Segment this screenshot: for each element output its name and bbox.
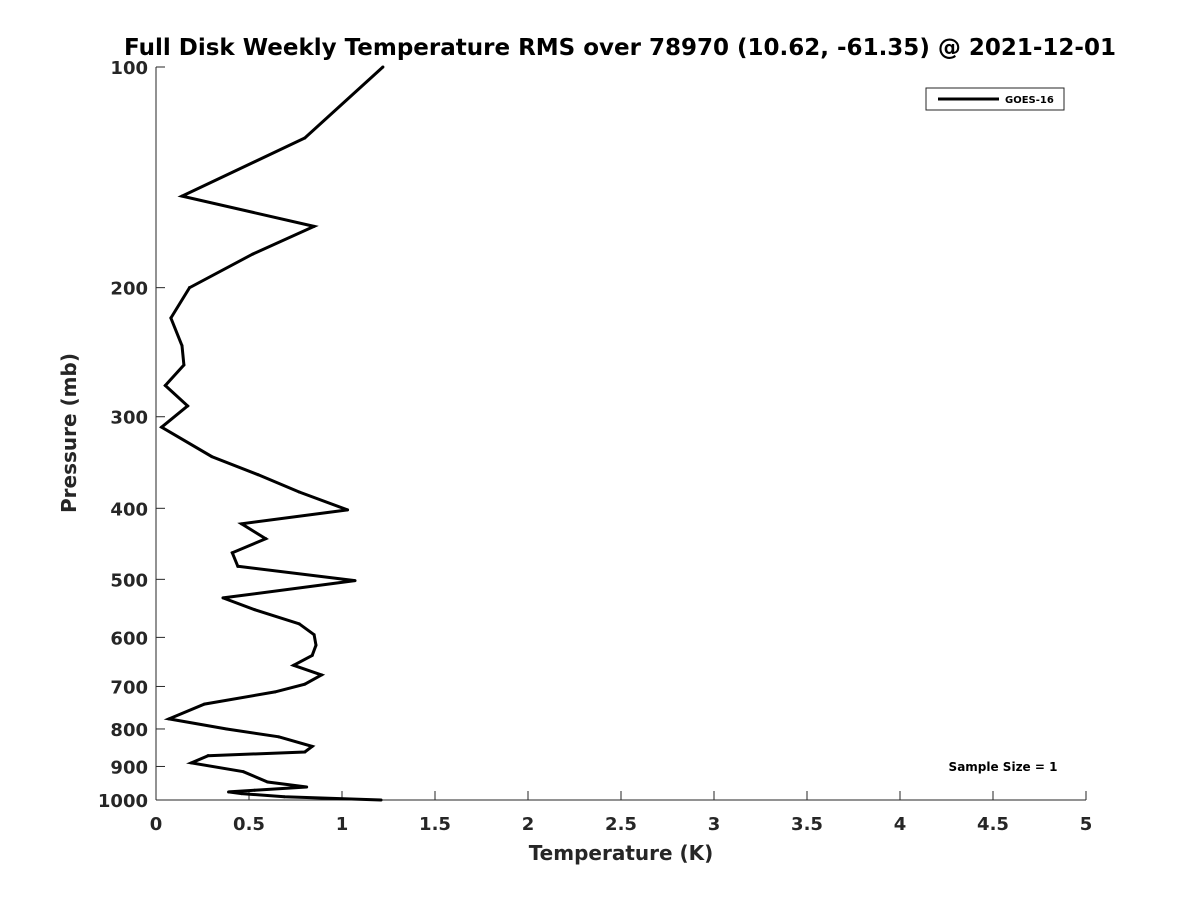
data-point	[180, 344, 184, 348]
data-point	[379, 798, 383, 802]
x-tick-label: 3.5	[791, 814, 823, 835]
x-tick-label: 4	[894, 814, 907, 835]
data-point	[240, 522, 244, 526]
data-point	[310, 744, 314, 748]
chart-title: Full Disk Weekly Temperature RMS over 78…	[124, 35, 1116, 61]
x-tick-label: 1.5	[419, 814, 451, 835]
y-tick-label: 900	[110, 757, 148, 778]
data-point	[282, 795, 286, 799]
y-axis-label: Pressure (mb)	[57, 353, 81, 513]
legend-label: GOES-16	[1005, 95, 1054, 106]
data-point	[305, 785, 309, 789]
data-point	[266, 780, 270, 784]
data-point	[292, 663, 296, 667]
data-point	[187, 286, 191, 290]
y-tick-label: 500	[110, 570, 148, 591]
data-point	[202, 702, 206, 706]
data-point	[182, 363, 186, 367]
data-point	[273, 690, 277, 694]
data-point	[210, 455, 214, 459]
data-point	[303, 136, 307, 140]
data-point	[310, 653, 314, 657]
series-points	[160, 65, 385, 802]
data-point	[240, 792, 244, 796]
data-point	[253, 788, 257, 792]
data-point	[221, 596, 225, 600]
y-tick-label: 1000	[98, 791, 148, 812]
x-ticks: 0 0.5 1 1.5 2 2.5 3 3.5 4 4.5 5	[150, 791, 1093, 835]
data-point	[227, 790, 231, 794]
data-point	[236, 564, 240, 568]
data-point	[303, 750, 307, 754]
axes	[155, 67, 1086, 801]
data-point	[312, 633, 316, 637]
x-tick-label: 0.5	[233, 814, 265, 835]
data-point	[225, 727, 229, 731]
y-tick-label: 700	[110, 677, 148, 698]
data-point	[241, 770, 245, 774]
data-point	[381, 65, 385, 69]
data-point	[297, 622, 301, 626]
x-tick-label: 3	[708, 814, 721, 835]
data-point	[253, 608, 257, 612]
data-point	[160, 425, 164, 429]
data-point	[189, 761, 193, 765]
y-tick-label: 300	[110, 408, 148, 429]
data-point	[297, 490, 301, 494]
data-point	[163, 384, 167, 388]
data-point	[230, 551, 234, 555]
x-tick-label: 2.5	[605, 814, 637, 835]
data-point	[353, 579, 357, 583]
y-tick-label: 600	[110, 628, 148, 649]
data-point	[251, 252, 255, 256]
data-point	[312, 224, 316, 228]
x-axis-label: Temperature (K)	[529, 841, 714, 865]
y-ticks: 100 200 300 400 500 600 700 800 900 1000	[98, 58, 165, 812]
data-point	[169, 316, 173, 320]
data-point	[264, 537, 268, 541]
data-point	[320, 673, 324, 677]
data-point	[167, 717, 171, 721]
legend: GOES-16	[925, 87, 1065, 111]
data-point	[303, 682, 307, 686]
series-line-goes-16	[158, 65, 384, 802]
data-point	[346, 508, 350, 512]
y-tick-label: 100	[110, 58, 148, 79]
data-point	[206, 754, 210, 758]
y-tick-label: 200	[110, 279, 148, 300]
data-point	[277, 735, 281, 739]
sample-size-annotation: Sample Size = 1	[949, 760, 1058, 774]
x-tick-label: 0	[150, 814, 163, 835]
data-point	[314, 643, 318, 647]
x-tick-label: 4.5	[977, 814, 1009, 835]
data-point	[256, 473, 260, 477]
x-tick-label: 1	[336, 814, 349, 835]
x-tick-label: 2	[522, 814, 535, 835]
x-tick-label: 5	[1080, 814, 1093, 835]
data-point	[180, 194, 184, 198]
y-tick-label: 800	[110, 720, 148, 741]
y-tick-label: 400	[110, 499, 148, 520]
data-point	[186, 404, 190, 408]
